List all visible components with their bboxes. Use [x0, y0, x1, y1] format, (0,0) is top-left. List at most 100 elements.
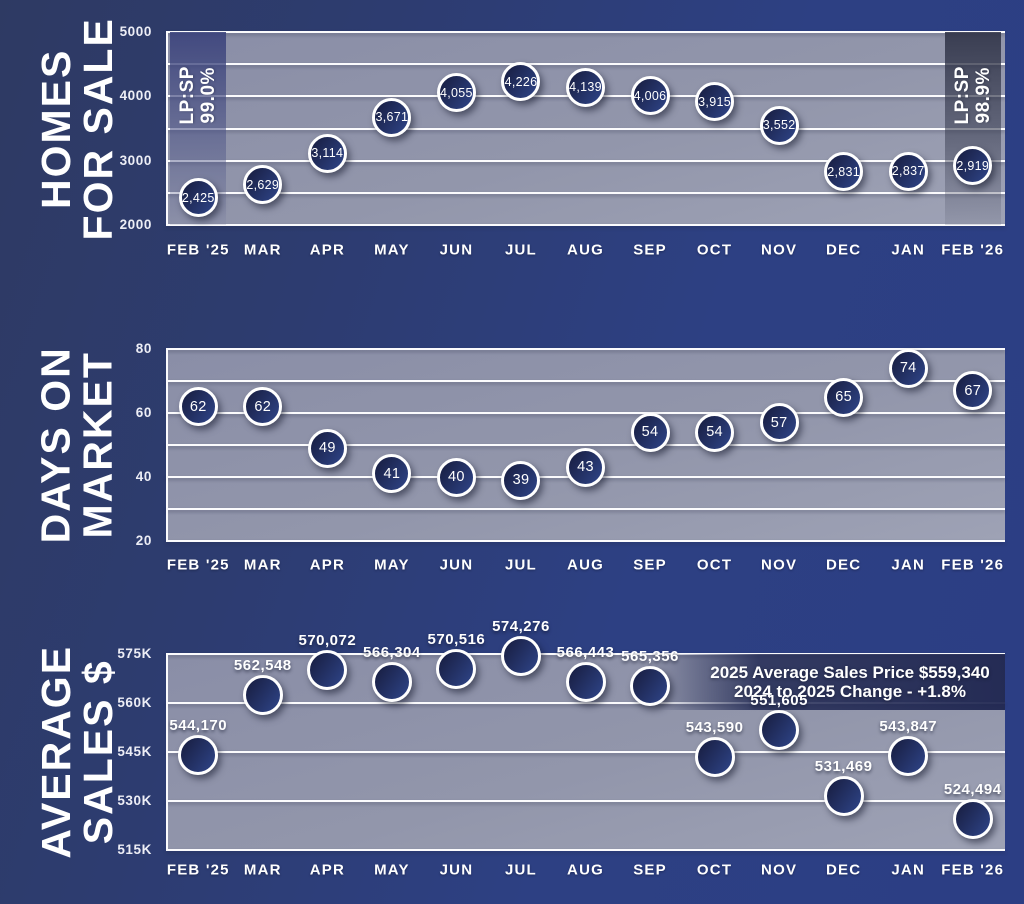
month-label: APR — [309, 861, 345, 879]
data-point-value: 574,276 — [492, 618, 550, 636]
plot-area: 2025 Average Sales Price $559,340 2024 to… — [166, 618, 1005, 851]
data-point — [500, 636, 541, 677]
plot-area: 62 62 49 41 40 39 43 54 54 57 65 74 67 — [166, 348, 1005, 542]
data-point: 62 — [243, 387, 283, 427]
y-tick-label: 530K — [117, 793, 152, 808]
data-point: 2,425 — [178, 178, 218, 218]
month-label: MAR — [243, 556, 282, 574]
plot-area: LP:SP 99.0% LP:SP 98.9% 2,425 2,629 3,114 3,671… — [166, 31, 1005, 226]
month-label: JUN — [439, 861, 474, 879]
gridline — [166, 751, 1005, 753]
data-point-value: 54 — [706, 424, 723, 441]
month-label: NOV — [761, 861, 798, 879]
y-tick-label: 560K — [117, 695, 152, 710]
data-point-value: 3,552 — [762, 118, 796, 133]
lp-sp-line: 99.0% — [198, 66, 220, 124]
data-point: 2,919 — [953, 146, 993, 186]
gridline — [166, 63, 1005, 66]
month-label: APR — [309, 556, 345, 574]
data-point-value: 566,443 — [556, 643, 615, 661]
data-point-value: 2,837 — [891, 164, 925, 179]
summary-annotation-line: 2025 Average Sales Price $559,340 — [710, 663, 990, 682]
month-label: AUG — [567, 861, 604, 879]
data-point-value: 4,055 — [440, 85, 473, 100]
month-label: MAY — [374, 241, 410, 259]
y-tick-label: 545K — [117, 744, 152, 759]
month-label: JUN — [439, 556, 474, 574]
gridline — [166, 540, 1005, 542]
lp-sp-line: LP:SP — [177, 65, 199, 125]
gridline — [166, 31, 1005, 33]
data-point-value: 67 — [964, 382, 982, 399]
data-point-value: 543,590 — [685, 718, 744, 736]
month-label: OCT — [696, 861, 733, 879]
data-point: 49 — [307, 428, 347, 468]
data-point: 3,114 — [307, 133, 347, 173]
data-point-value: 2,831 — [827, 164, 861, 179]
data-point-value: 57 — [770, 414, 788, 431]
month-label: JUL — [504, 861, 537, 879]
month-label: NOV — [761, 241, 798, 259]
month-label: JUN — [439, 241, 474, 259]
data-point: 2,629 — [243, 165, 283, 205]
data-point — [178, 734, 219, 775]
lp-sp-text: LP:SP 99.0% — [177, 66, 220, 124]
gridline — [166, 412, 1005, 414]
summary-annotation-line: 2024 to 2025 Change - +1.8% — [734, 682, 966, 701]
lp-sp-label: LP:SP 98.9% — [945, 36, 1001, 154]
data-point: 67 — [953, 371, 993, 411]
data-point-value: 551,605 — [750, 692, 808, 710]
month-label: JAN — [891, 241, 925, 259]
lp-sp-line: LP:SP — [951, 65, 973, 125]
lp-sp-line: 98.9% — [972, 66, 994, 124]
data-point-value: 570,516 — [427, 630, 486, 648]
data-point — [565, 661, 606, 702]
month-label: FEB '25 — [166, 556, 230, 574]
gridline — [166, 348, 1005, 350]
y-axis-line — [166, 349, 168, 541]
data-point-value: 39 — [512, 472, 530, 489]
data-point-value: 543,847 — [879, 717, 938, 735]
y-tick-label: 60 — [135, 405, 152, 420]
data-point-value: 3,915 — [698, 94, 731, 109]
data-point: 4,055 — [436, 73, 476, 113]
month-label: FEB '26 — [941, 241, 1005, 259]
gridline — [166, 849, 1005, 851]
data-point: 40 — [436, 457, 476, 497]
data-point: 39 — [501, 460, 541, 500]
data-point — [371, 662, 412, 703]
data-point: 65 — [824, 377, 864, 417]
month-label: MAY — [374, 861, 410, 879]
y-tick-label: 80 — [135, 341, 152, 356]
data-point: 4,226 — [501, 62, 541, 102]
data-point-value: 544,170 — [169, 716, 228, 734]
gridline — [166, 508, 1005, 510]
y-tick-label: 20 — [135, 533, 152, 548]
y-tick-label: 515K — [117, 842, 152, 857]
month-label: DEC — [826, 861, 862, 879]
data-point: 2,831 — [824, 152, 864, 192]
data-point-value: 524,494 — [943, 780, 1002, 798]
y-tick-label: 3000 — [119, 152, 152, 168]
month-label: MAR — [243, 241, 282, 259]
data-point-value: 43 — [577, 459, 594, 476]
data-point: 3,915 — [695, 82, 735, 122]
data-point — [242, 674, 283, 715]
gridline — [166, 224, 1005, 226]
data-point-value: 40 — [448, 469, 465, 485]
data-point: 43 — [566, 447, 605, 487]
data-point-value: 54 — [641, 424, 659, 441]
y-tick-label: 575K — [117, 646, 152, 661]
data-point: 3,671 — [372, 97, 412, 137]
month-label: FEB '26 — [941, 556, 1005, 574]
data-point-value: 62 — [254, 398, 272, 415]
gridline — [166, 653, 1005, 655]
data-point-value: 49 — [318, 440, 336, 457]
month-label: NOV — [761, 556, 798, 574]
month-label: JUL — [504, 241, 537, 259]
data-point — [630, 665, 671, 706]
y-axis-line — [166, 654, 168, 850]
gridline — [166, 800, 1005, 802]
data-point — [759, 710, 800, 751]
